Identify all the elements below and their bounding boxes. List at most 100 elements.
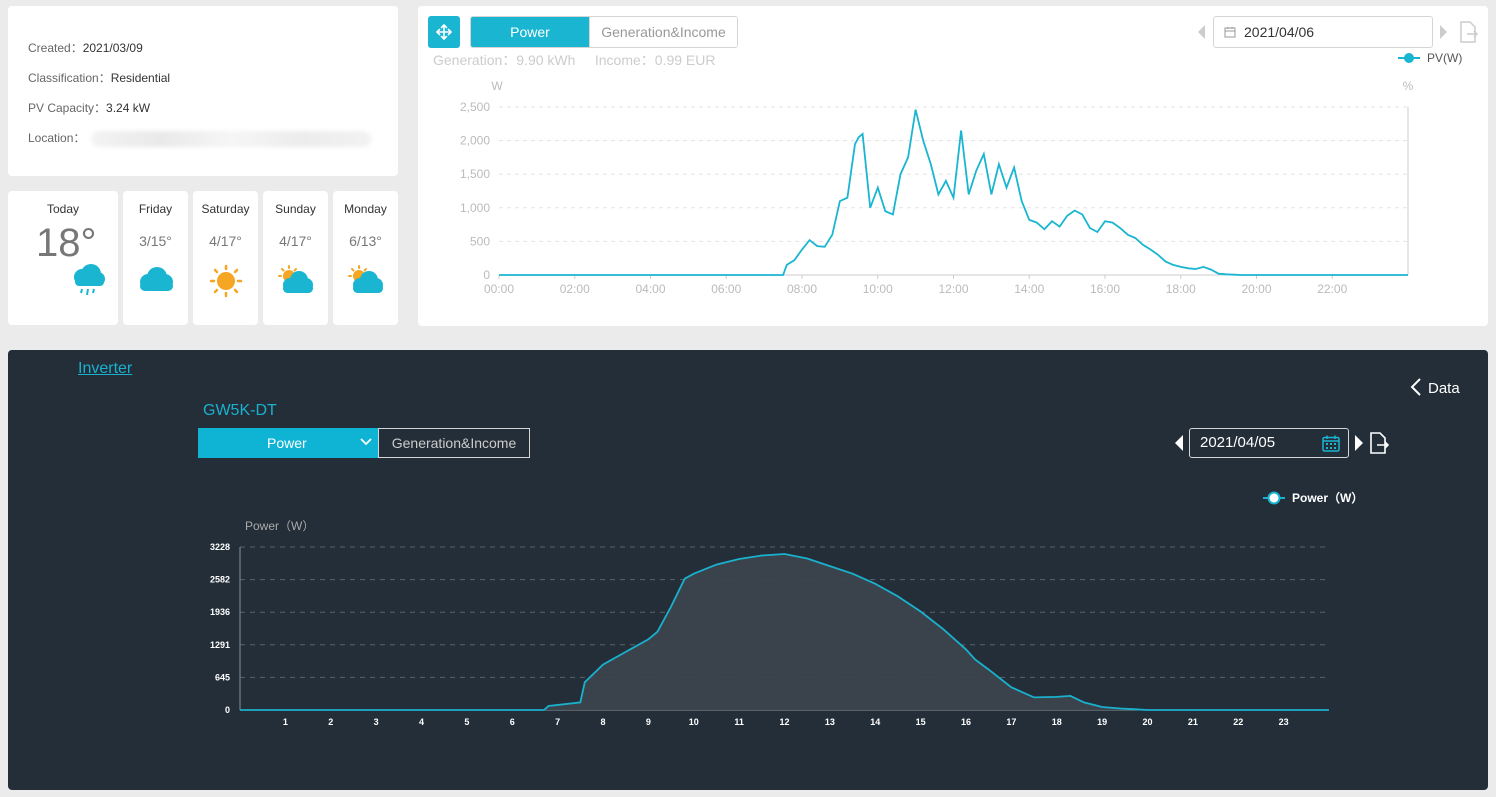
move-icon <box>435 23 453 41</box>
y-tick-label: 500 <box>470 234 490 248</box>
weather-card-sunday: Sunday 4/17° <box>263 191 328 325</box>
y-tick-label: 1,000 <box>460 201 490 215</box>
weather-card-monday: Monday 6/13° <box>333 191 398 325</box>
date-value: 2021/04/06 <box>1244 24 1315 40</box>
y-tick-label: 2,500 <box>460 100 490 114</box>
weather-day: Sunday <box>275 202 316 216</box>
back-label: Data <box>1428 380 1460 397</box>
legend-label: Power（W） <box>1292 490 1363 505</box>
x-tick-label: 8 <box>600 717 605 727</box>
x-tick-label: 3 <box>374 717 379 727</box>
x-tick-label: 13 <box>825 717 835 727</box>
next-date-arrow-dark[interactable] <box>1355 435 1363 451</box>
plant-info-card: Created：2021/03/09 Classification：Reside… <box>8 6 398 176</box>
y-tick-label: 2582 <box>210 575 230 585</box>
sun-icon <box>209 264 243 298</box>
prev-date-arrow-dark[interactable] <box>1175 435 1183 451</box>
y-axis-label: Power（W） <box>245 519 314 533</box>
legend-marker <box>1404 53 1414 63</box>
move-button[interactable] <box>428 16 460 48</box>
y-tick-label: 0 <box>225 705 230 715</box>
x-tick-label: 16:00 <box>1090 282 1120 296</box>
chevron-left-icon <box>1410 378 1421 396</box>
x-tick-label: 10 <box>689 717 699 727</box>
y-tick-label: 1,500 <box>460 167 490 181</box>
x-tick-label: 16 <box>961 717 971 727</box>
x-tick-label: 22:00 <box>1317 282 1347 296</box>
weather-temp-today: 18° <box>36 221 97 265</box>
tab-generation-income-dark[interactable]: Generation&Income <box>378 428 530 458</box>
weather-temp: 4/17° <box>279 233 312 249</box>
y-axis-label: W <box>491 79 503 93</box>
tab-generation-income[interactable]: Generation&Income <box>589 17 737 47</box>
calendar-icon <box>1322 435 1340 452</box>
weather-day: Saturday <box>201 202 250 216</box>
next-date-arrow[interactable] <box>1440 25 1447 39</box>
y-tick-label: 645 <box>215 672 230 682</box>
calendar-icon <box>1224 27 1236 38</box>
y-tick-label: 2,000 <box>460 134 490 148</box>
capacity-value: 3.24 kW <box>106 101 151 115</box>
inverter-link[interactable]: Inverter <box>78 360 133 377</box>
partly-cloudy-icon <box>348 265 383 293</box>
top-tab-group: Power Generation&Income <box>470 16 738 48</box>
x-tick-label: 02:00 <box>560 282 590 296</box>
x-tick-label: 04:00 <box>635 282 665 296</box>
x-tick-label: 2 <box>328 717 333 727</box>
export-icon[interactable] <box>1458 21 1478 43</box>
x-tick-label: 14 <box>870 717 880 727</box>
location-value-blurred <box>91 130 372 147</box>
weather-card-today: Today 18° <box>8 191 118 325</box>
x-tick-label: 12 <box>779 717 789 727</box>
location-label: Location： <box>28 131 86 145</box>
export-icon[interactable] <box>1368 432 1390 454</box>
x-tick-label: 22 <box>1233 717 1243 727</box>
x-tick-label: 20 <box>1142 717 1152 727</box>
date-picker-dark[interactable]: 2021/04/05 <box>1189 428 1349 458</box>
y-tick-label: 1291 <box>210 640 230 650</box>
date-picker-top[interactable]: 2021/04/06 <box>1213 16 1433 48</box>
x-tick-label: 06:00 <box>711 282 741 296</box>
classification-label: Classification： <box>28 71 111 85</box>
y2-axis-label: % <box>1403 79 1414 93</box>
device-name: GW5K-DT <box>203 402 277 419</box>
x-tick-label: 00:00 <box>484 282 514 296</box>
power-select[interactable]: Power <box>198 428 378 458</box>
location-row: Location： <box>28 129 372 147</box>
x-tick-label: 23 <box>1279 717 1289 727</box>
weather-day: Friday <box>138 202 173 216</box>
income-value: Income：0.99 EUR <box>594 52 716 68</box>
chevron-down-icon <box>360 438 372 446</box>
created-value: 2021/03/09 <box>82 41 143 55</box>
y-tick-label: 3228 <box>210 542 230 552</box>
tab-power[interactable]: Power <box>471 17 589 47</box>
power-area-fill <box>240 554 1329 710</box>
x-tick-label: 5 <box>464 717 469 727</box>
weather-card-saturday: Saturday 4/17° <box>193 191 258 325</box>
y-tick-label: 0 <box>483 268 490 282</box>
classification-value: Residential <box>110 71 171 85</box>
x-tick-label: 6 <box>510 717 515 727</box>
x-tick-label: 11 <box>734 717 744 727</box>
weather-day: Today <box>46 202 80 216</box>
prev-date-arrow[interactable] <box>1198 25 1205 39</box>
x-tick-label: 18 <box>1052 717 1062 727</box>
weather-temp: 3/15° <box>139 233 172 249</box>
created-row: Created：2021/03/09 <box>28 39 143 56</box>
x-tick-label: 14:00 <box>1014 282 1044 296</box>
x-tick-label: 08:00 <box>787 282 817 296</box>
top-power-chart: W % 0 500 1,000 1,500 2,000 2,500 00:00 02:00 04:0… <box>460 51 1462 296</box>
classification-row: Classification：Residential <box>28 69 170 86</box>
generation-value: Generation：9.90 kWh <box>433 52 576 68</box>
weather-temp: 6/13° <box>349 233 382 249</box>
created-label: Created： <box>28 41 83 55</box>
x-tick-label: 4 <box>419 717 424 727</box>
pv-series-line <box>499 109 1408 276</box>
weather-card-friday: Friday 3/15° <box>123 191 188 325</box>
x-tick-label: 19 <box>1097 717 1107 727</box>
back-to-data-button[interactable]: Data <box>1410 378 1460 397</box>
y-tick-label: 1936 <box>210 607 230 617</box>
date-value-dark: 2021/04/05 <box>1200 434 1276 451</box>
weather-temp: 4/17° <box>209 233 242 249</box>
